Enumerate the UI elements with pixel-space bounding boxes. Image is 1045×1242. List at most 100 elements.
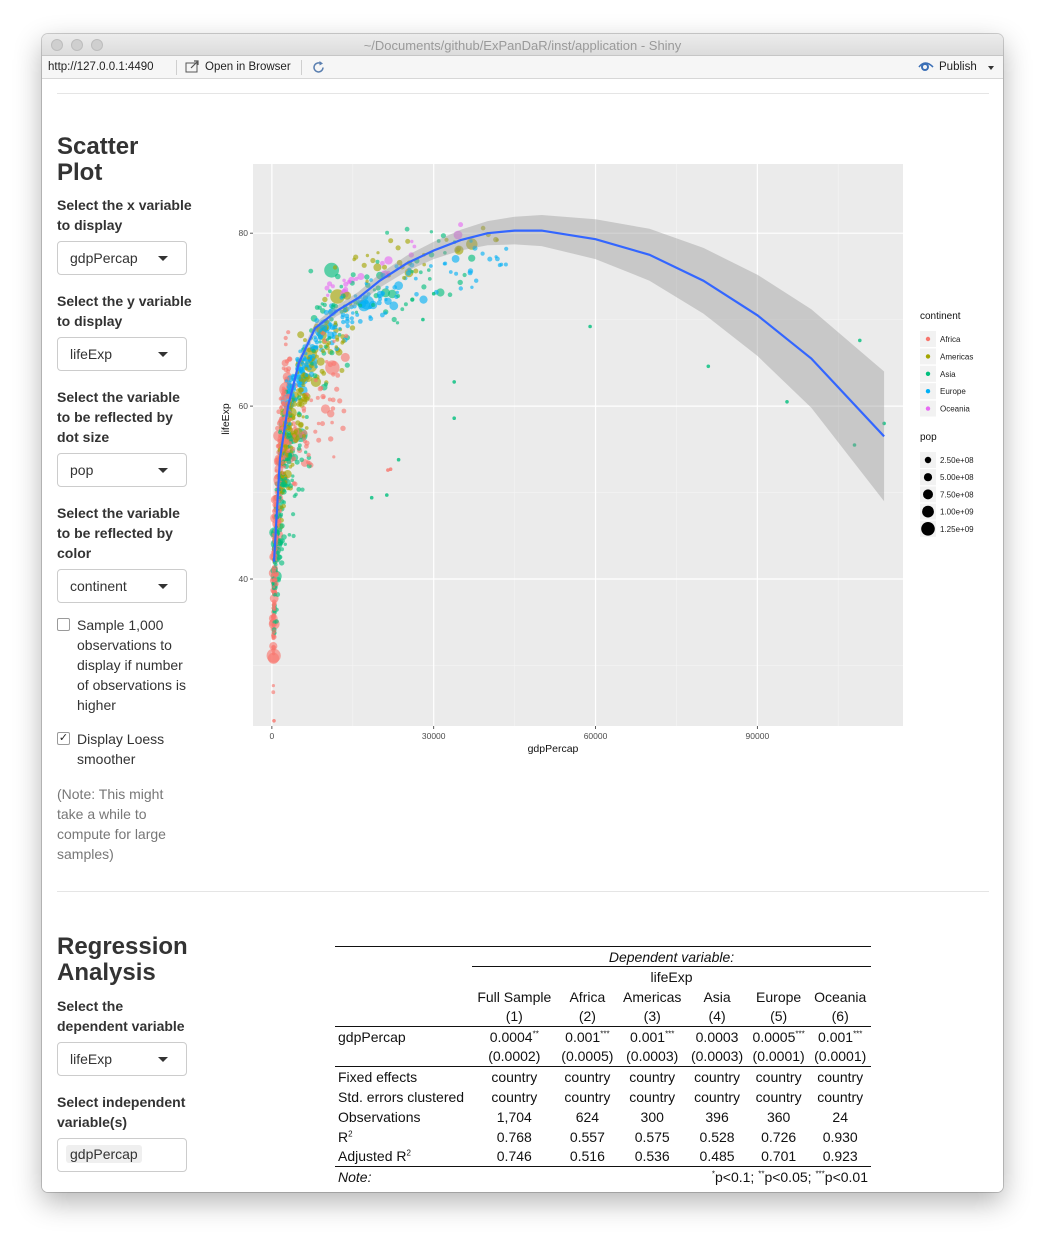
scatter-point: [277, 527, 283, 533]
y-variable-select[interactable]: lifeExp: [57, 337, 187, 371]
loess-option[interactable]: ✓ Display Loess smoother: [57, 729, 192, 769]
scatter-point: [286, 330, 291, 335]
independent-variable-input[interactable]: gdpPercap: [57, 1138, 187, 1172]
loess-confidence-band: [274, 215, 885, 573]
scatter-point: [277, 443, 281, 448]
scatter-point: [332, 455, 336, 459]
size-variable-select[interactable]: pop: [57, 453, 187, 487]
scatter-point: [301, 415, 305, 419]
y-tick-label: 60: [239, 401, 249, 411]
scatter-point: [440, 233, 446, 239]
dependent-variable-select[interactable]: lifeExp: [57, 1042, 187, 1076]
scatter-point: [280, 477, 284, 482]
open-in-browser-button[interactable]: Open in Browser: [205, 61, 291, 73]
scatter-point: [280, 474, 285, 479]
chevron-down-icon: [158, 584, 168, 589]
scatter-point: [272, 585, 276, 589]
scatter-point: [371, 302, 376, 308]
table-cell: [335, 1047, 472, 1067]
stat-value: 360: [766, 1108, 791, 1125]
legend-continent-swatch: [925, 371, 931, 376]
se-value: (0.0002): [488, 1048, 541, 1065]
scatter-point: [402, 275, 407, 280]
table-row: Full Sample Africa Americas Asia Europe Ocean…: [335, 987, 871, 1007]
scatter-point: [358, 303, 363, 308]
minimize-window-button[interactable]: [71, 39, 83, 51]
scatter-point: [369, 278, 373, 282]
scatter-point: [313, 429, 318, 434]
loess-checkbox[interactable]: ✓: [57, 732, 70, 745]
close-window-button[interactable]: [51, 39, 63, 51]
scatter-point: [325, 338, 329, 342]
scatter-point: [283, 342, 288, 347]
url-display[interactable]: http://127.0.0.1:4490: [48, 61, 154, 73]
refresh-icon[interactable]: [311, 60, 326, 78]
x-variable-label: Select the x variable to display: [57, 197, 192, 233]
app-window: ~/Documents/github/ExPanDaR/inst/applica…: [42, 34, 1003, 1192]
scatter-point: [325, 329, 330, 334]
scatter-point: [372, 288, 376, 292]
scatter-point: [324, 360, 329, 364]
dependent-variable-header: Dependent variable:: [472, 946, 871, 967]
chevron-down-icon: [158, 1057, 168, 1062]
scatter-point: [451, 255, 460, 263]
stat-value: 0.930: [822, 1128, 858, 1145]
publish-button[interactable]: Publish: [939, 61, 977, 73]
scatter-point: [271, 644, 276, 650]
scatter-point: [331, 302, 336, 307]
scatter-point: [282, 500, 286, 505]
stat-value: 0.557: [569, 1128, 605, 1145]
scatter-point: [388, 467, 393, 472]
scatter-point: [354, 310, 359, 314]
scatter-point: [274, 469, 278, 473]
x-tick-label: 60000: [584, 731, 608, 741]
scatter-point: [298, 387, 304, 393]
zoom-window-button[interactable]: [91, 39, 103, 51]
independent-variable-token[interactable]: gdpPercap: [66, 1145, 142, 1163]
legend-pop-swatch: [923, 473, 933, 482]
scatter-point: [413, 268, 419, 274]
chevron-down-icon: [158, 256, 168, 261]
scatter-point: [378, 297, 383, 302]
scatter-point: [403, 302, 408, 307]
scatter-point: [296, 487, 302, 492]
scatter-point: [271, 615, 276, 620]
scatter-point: [279, 427, 283, 431]
scatter-point: [320, 421, 325, 427]
legend-continent-label: Asia: [940, 370, 956, 379]
scatter-point: [321, 371, 327, 376]
sample-checkbox[interactable]: [57, 618, 70, 631]
scatter-point: [327, 362, 333, 368]
scatter-point: [293, 429, 298, 434]
x-variable-select[interactable]: gdpPercap: [57, 241, 187, 275]
scatter-point: [328, 336, 332, 340]
table-cell: [335, 967, 472, 987]
sample-option[interactable]: Sample 1,000 observations to display if …: [57, 615, 192, 715]
scatter-point: [385, 230, 390, 235]
scatter-point: [429, 230, 434, 234]
scatter-point: [287, 457, 291, 461]
scatter-point: [354, 276, 359, 281]
scatter-point: [322, 296, 328, 303]
column-header: Europe: [756, 988, 802, 1005]
publish-menu-chevron-icon[interactable]: [988, 66, 994, 70]
x-variable-value: gdpPercap: [70, 250, 138, 266]
scatter-point: [282, 488, 286, 493]
stat-value: 0.516: [556, 1146, 619, 1167]
stat-value: 0.701: [747, 1146, 810, 1167]
color-variable-select[interactable]: continent: [57, 569, 187, 603]
scatter-point: [328, 289, 332, 294]
stat-label: Fixed effects: [335, 1066, 472, 1087]
scatter-point: [335, 338, 340, 342]
scatter-point: [291, 474, 295, 478]
scatter-point: [431, 291, 436, 296]
scatter-point: [452, 416, 456, 421]
scatter-point: [447, 292, 453, 297]
scatter-point: [283, 476, 288, 481]
stat-value: country: [564, 1088, 611, 1105]
scatter-point: [706, 364, 711, 369]
stat-value: 0.768: [496, 1128, 532, 1145]
stat-value: country: [472, 1066, 557, 1087]
scatter-point: [337, 398, 343, 404]
legend-continent-swatch: [925, 354, 931, 359]
